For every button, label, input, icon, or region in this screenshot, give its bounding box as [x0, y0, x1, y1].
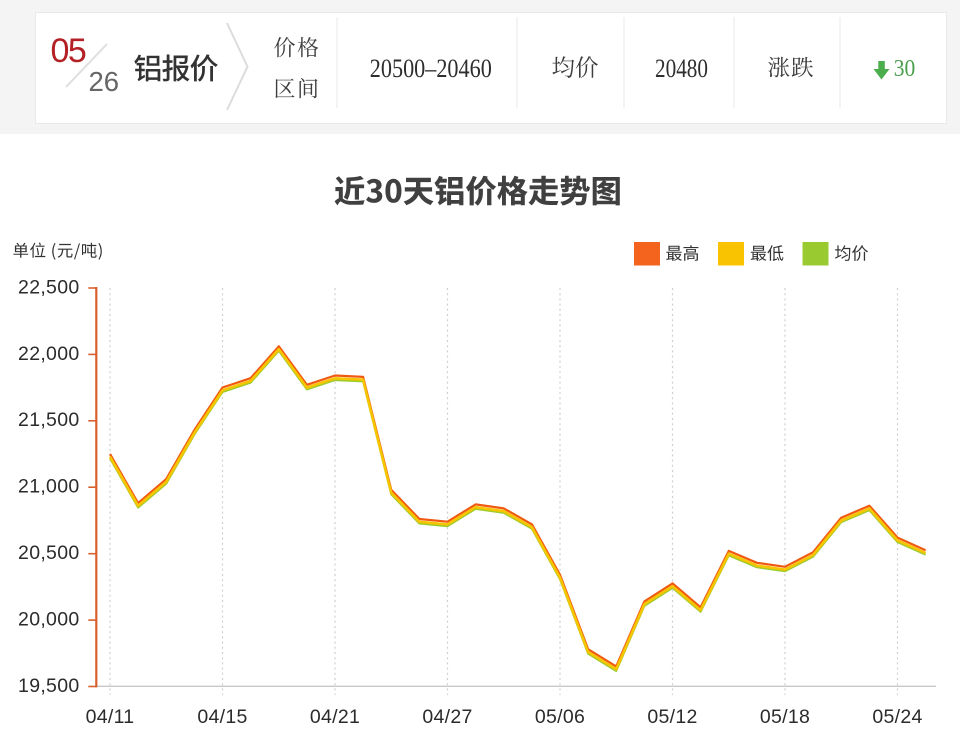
svg-text:20,000: 20,000 [18, 609, 79, 631]
svg-text:19,500: 19,500 [18, 675, 79, 697]
svg-text:20500–20460: 20500–20460 [370, 54, 492, 83]
svg-text:05/06: 05/06 [535, 706, 585, 728]
svg-text:04/27: 04/27 [422, 706, 472, 728]
svg-text:20,500: 20,500 [18, 542, 79, 564]
svg-text:04/11: 04/11 [86, 706, 135, 728]
svg-text:05/12: 05/12 [647, 706, 697, 728]
svg-text:05/24: 05/24 [872, 706, 922, 728]
svg-text:20480: 20480 [655, 54, 708, 83]
svg-text:22,500: 22,500 [18, 276, 79, 298]
svg-text:26: 26 [89, 66, 120, 97]
svg-text:21,000: 21,000 [18, 476, 79, 498]
svg-text:04/15: 04/15 [197, 706, 247, 728]
svg-text:22,000: 22,000 [18, 343, 79, 365]
svg-text:30: 30 [894, 56, 916, 82]
svg-text:21,500: 21,500 [18, 409, 79, 431]
svg-text:04/21: 04/21 [310, 706, 360, 728]
svg-text:05: 05 [51, 32, 86, 70]
svg-text:05/18: 05/18 [760, 706, 810, 728]
